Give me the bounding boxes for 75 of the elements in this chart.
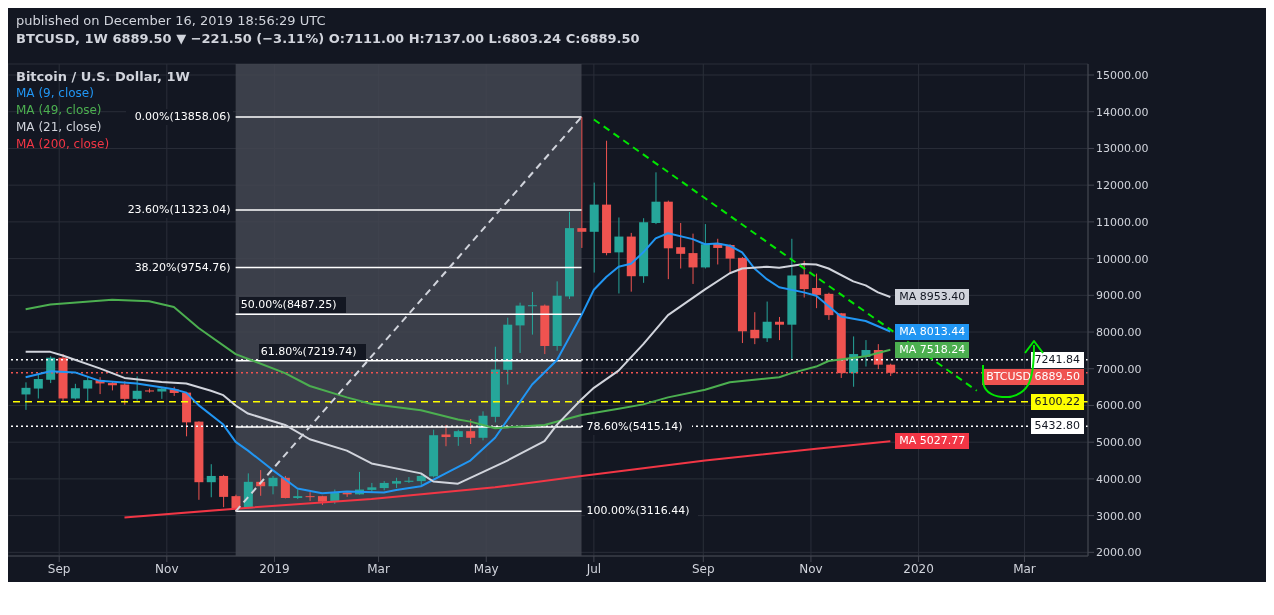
candlestick bbox=[83, 376, 93, 403]
y-tick-label: 6000.00 bbox=[1096, 399, 1142, 413]
y-tick-label: 12000.00 bbox=[1096, 179, 1149, 193]
x-tick-label: Jul bbox=[585, 561, 602, 576]
candlestick bbox=[527, 291, 537, 336]
line-series bbox=[24, 232, 892, 495]
candlestick bbox=[688, 233, 698, 285]
y-tick-label: 3000.00 bbox=[1096, 509, 1142, 523]
x-tick-label: Nov bbox=[155, 561, 179, 576]
candlestick bbox=[441, 424, 451, 447]
ref-line-label: 50.00%(8487.25) bbox=[238, 297, 346, 314]
x-tick-label: Sep bbox=[47, 561, 71, 576]
ref-line-label: 23.60%(11323.04) bbox=[119, 202, 233, 219]
ref-line-label: 61.80%(7219.74) bbox=[258, 343, 366, 360]
y-tick-label: 9000.00 bbox=[1096, 289, 1142, 303]
y-tick-label: 7000.00 bbox=[1096, 362, 1142, 376]
candlestick bbox=[577, 116, 587, 249]
y-tick-label: 11000.00 bbox=[1096, 215, 1149, 229]
text: MA (49, close) bbox=[16, 102, 102, 119]
ref-line-label: 100.00%(3116.44) bbox=[584, 503, 699, 520]
data-label: MA 8953.40 bbox=[895, 289, 970, 306]
candlestick bbox=[799, 260, 809, 299]
x-tick-label: Nov bbox=[799, 561, 823, 576]
candlestick bbox=[132, 375, 142, 402]
x-tick-label: 2019 bbox=[259, 561, 290, 576]
candlestick bbox=[775, 316, 784, 341]
candlestick bbox=[157, 387, 167, 400]
ref-line-label: BTCUSD 6889.50 bbox=[982, 368, 1084, 385]
x-tick-label: Mar bbox=[367, 561, 390, 576]
data-label: MA 8013.44 bbox=[895, 323, 970, 340]
candlestick bbox=[120, 380, 130, 406]
candlestick bbox=[367, 482, 377, 493]
candlestick bbox=[676, 222, 686, 270]
candlestick bbox=[812, 273, 822, 309]
ref-line-label: 7241.84 bbox=[1030, 351, 1084, 368]
y-tick-label: 4000.00 bbox=[1096, 472, 1142, 486]
ref-line-label: 6100.22 bbox=[1030, 393, 1084, 410]
candlestick bbox=[700, 223, 710, 270]
candlestick bbox=[762, 301, 772, 343]
data-label: MA 5027.77 bbox=[895, 433, 970, 450]
line-series bbox=[123, 440, 892, 519]
chart-title: Bitcoin / U.S. Dollar, 1W bbox=[16, 68, 190, 85]
candlestick bbox=[750, 311, 760, 345]
ref-line-label: 38.20%(9754.76) bbox=[125, 259, 233, 276]
x-tick-label: 2020 bbox=[903, 561, 934, 576]
text: published on December 16, 2019 18:56:29 UTC bbox=[16, 12, 327, 30]
candlestick bbox=[219, 474, 229, 508]
data-label: MA 7518.24 bbox=[895, 341, 970, 358]
ref-line-label: 5432.80 bbox=[1030, 418, 1084, 435]
text: MA (21, close) bbox=[16, 119, 102, 136]
candlestick bbox=[614, 216, 624, 294]
x-tick-label: Mar bbox=[1013, 561, 1036, 576]
y-tick-label: 8000.00 bbox=[1096, 325, 1142, 339]
x-tick-label: Sep bbox=[691, 561, 715, 576]
y-tick-label: 13000.00 bbox=[1096, 142, 1149, 156]
y-tick-label: 10000.00 bbox=[1096, 252, 1149, 266]
candlestick bbox=[305, 491, 315, 502]
y-tick-label: 14000.00 bbox=[1096, 105, 1149, 119]
ref-line-label: 78.60%(5415.14) bbox=[584, 418, 692, 435]
text: MA (200, close) bbox=[16, 136, 110, 153]
candlestick bbox=[206, 463, 216, 498]
text: MA (9, close) bbox=[16, 85, 94, 102]
x-tick-label: May bbox=[473, 561, 499, 576]
line-series bbox=[24, 298, 892, 430]
candlestick bbox=[651, 171, 661, 225]
y-tick-label: 15000.00 bbox=[1096, 68, 1149, 82]
candlestick bbox=[21, 381, 31, 411]
chart-subtitle: BTCUSD, 1W 6889.50 ▼ −221.50 (−3.11%) O:7111.00 H:7137.00 L:6803.24 C:6889.50 bbox=[16, 30, 641, 48]
candlestick bbox=[33, 373, 43, 399]
y-tick-label: 5000.00 bbox=[1096, 436, 1142, 450]
y-tick-label: 2000.00 bbox=[1096, 546, 1142, 560]
candlestick bbox=[466, 418, 476, 445]
candlestick bbox=[268, 475, 278, 495]
candlestick bbox=[404, 476, 414, 484]
ref-line-label: 0.00%(13858.06) bbox=[125, 108, 233, 125]
